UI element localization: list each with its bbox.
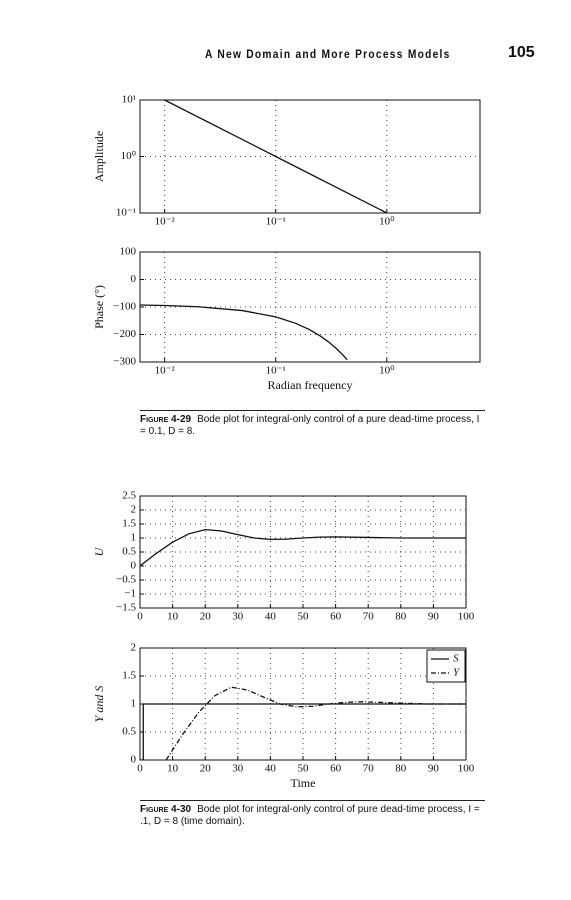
x-tick-label: 10⁰: [379, 216, 395, 228]
x-tick-label: 10: [167, 763, 179, 775]
running-head: A New Domain and More Process Models: [205, 47, 451, 61]
y-tick-label: 0: [131, 754, 137, 766]
x-tick-label: 70: [363, 611, 375, 623]
y-tick-label: −1: [124, 588, 136, 600]
y-tick-label: −300: [113, 356, 136, 368]
x-tick-label: 90: [428, 763, 440, 775]
x-tick-label: 10⁻¹: [266, 365, 286, 377]
y-tick-label: 1.5: [122, 670, 136, 682]
y-tick-label: 1: [131, 532, 137, 544]
y-tick-label: 100: [120, 246, 137, 258]
y-tick-label: 2.5: [122, 490, 136, 502]
x-tick-label: 40: [265, 611, 277, 623]
x-tick-label: 20: [200, 763, 212, 775]
y-tick-label: 2: [131, 504, 137, 516]
data-line: [140, 703, 466, 760]
x-tick-label: 10⁻¹: [266, 216, 286, 228]
legend-label: Y: [453, 667, 461, 679]
y-tick-label: 0: [131, 273, 137, 285]
y-tick-label: 0: [131, 560, 137, 572]
y-tick-label: −100: [113, 301, 136, 313]
legend-box: [426, 649, 466, 683]
data-line: [164, 100, 388, 213]
x-tick-label: 60: [330, 611, 342, 623]
x-tick-label: 80: [395, 611, 407, 623]
x-tick-label: 10: [167, 611, 179, 623]
y-tick-label: 10⁻¹: [116, 207, 136, 219]
x-tick-label: 40: [265, 763, 277, 775]
plot-frame: [139, 251, 481, 363]
x-tick-label: 80: [395, 763, 407, 775]
plot-frame: [139, 99, 481, 214]
plot-frame: [139, 495, 467, 609]
x-tick-label: 0: [137, 763, 143, 775]
legend-label: S: [453, 653, 459, 665]
x-tick-label: 90: [428, 611, 440, 623]
caption-text: Bode plot for integral-only control of a…: [140, 414, 480, 437]
y-tick-label: −1.5: [116, 602, 136, 614]
x-tick-label: 50: [298, 763, 310, 775]
caption-text: Bode plot for integral-only control of p…: [140, 804, 480, 827]
y-axis-label: Amplitude: [92, 131, 106, 182]
x-tick-label: 10⁰: [379, 365, 395, 377]
x-tick-label: 10⁻²: [155, 216, 176, 228]
x-tick-label: 20: [200, 611, 212, 623]
y-tick-label: 1.5: [122, 518, 136, 530]
x-tick-label: 60: [330, 763, 342, 775]
x-tick-label: 30: [232, 611, 244, 623]
y-tick-label: 0.5: [122, 726, 136, 738]
y-axis-label: U: [92, 546, 106, 556]
x-tick-label: 0: [137, 611, 143, 623]
figure-caption: Figure 4-29 Bode plot for integral-only c…: [140, 410, 485, 438]
data-line: [165, 686, 466, 760]
x-axis-label: Time: [291, 776, 316, 790]
x-tick-label: 100: [458, 611, 475, 623]
y-axis-label: Y and S: [92, 686, 106, 723]
y-tick-label: −200: [113, 328, 136, 340]
y-tick-label: 10¹: [122, 94, 136, 106]
x-tick-label: 10⁻²: [155, 365, 176, 377]
y-tick-label: 10⁰: [121, 150, 137, 162]
y-axis-label: Phase (°): [92, 285, 106, 329]
y-tick-label: 1: [131, 698, 137, 710]
x-tick-label: 70: [363, 763, 375, 775]
x-tick-label: 50: [298, 611, 310, 623]
x-tick-label: 100: [458, 763, 475, 775]
y-tick-label: 0.5: [122, 546, 136, 558]
y-tick-label: −0.5: [116, 574, 136, 586]
y-tick-label: 2: [131, 642, 137, 654]
data-line: [140, 304, 348, 361]
figure-label: Figure 4-30: [140, 804, 192, 815]
figure-caption: Figure 4-30 Bode plot for integral-only c…: [140, 800, 485, 828]
data-line: [140, 528, 466, 567]
x-axis-label: Radian frequency: [268, 378, 353, 392]
figure-label: Figure 4-29: [140, 414, 192, 425]
page-number: 105: [508, 44, 535, 61]
x-tick-label: 30: [232, 763, 244, 775]
